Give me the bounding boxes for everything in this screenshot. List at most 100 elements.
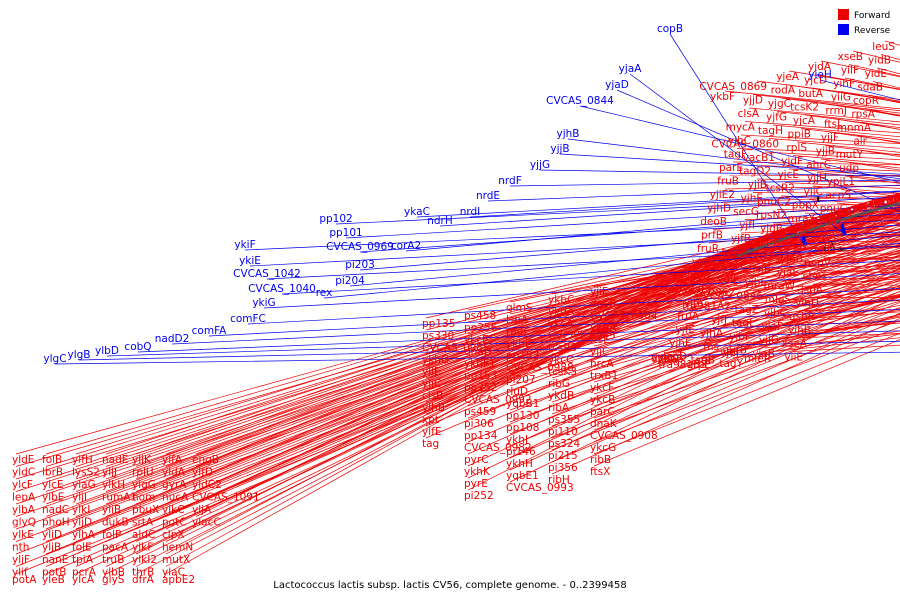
forward-gene-arrow [828, 212, 833, 220]
forward-gene-label: rrmJ [825, 105, 847, 117]
forward-gene-label: tagL [732, 318, 755, 330]
reverse-label-line [244, 219, 900, 251]
forward-gene-label: ykcB [590, 394, 615, 406]
forward-gene-label: tagY [719, 358, 743, 370]
forward-gene-arrow [847, 206, 852, 215]
forward-gene-arrow [802, 220, 808, 229]
forward-gene-label: ykdA [548, 306, 575, 318]
forward-gene-label: ps458 [464, 310, 496, 322]
forward-gene-label: dacB [590, 298, 616, 310]
forward-gene-label: ygiF [717, 274, 739, 286]
forward-gene-arrow [798, 222, 803, 230]
forward-gene-label: yjeA [776, 71, 800, 83]
forward-gene-label: trxB1 [590, 370, 618, 382]
forward-label-line [165, 220, 806, 530]
forward-gene-label: sdaB [857, 82, 883, 94]
forward-label-line [195, 233, 768, 505]
forward-label-line [593, 280, 900, 359]
forward-gene-label: ykbE [657, 353, 683, 365]
reverse-label-line [106, 330, 900, 357]
forward-gene-label: yjcD [804, 75, 827, 87]
forward-gene-label: yidB [868, 55, 891, 67]
forward-gene-label: yldA [162, 467, 186, 479]
forward-gene-label: lspA [506, 314, 529, 326]
forward-gene-label: pp256 [464, 322, 498, 334]
forward-gene-arrow [788, 225, 793, 233]
forward-gene-label: dnaK [590, 418, 618, 430]
forward-gene-label: yihD [795, 298, 819, 310]
forward-gene-label: yjiE2 [710, 189, 735, 201]
forward-gene-label: ykbD [684, 270, 711, 282]
forward-gene-label: dnaD [464, 346, 492, 358]
forward-label-line [45, 206, 900, 505]
forward-gene-label: yiiG [831, 92, 851, 104]
forward-gene-label: pyrC [464, 454, 489, 466]
forward-gene-label: pi207 [506, 374, 536, 386]
forward-label-line [45, 208, 900, 542]
forward-gene-label: yjbB [780, 254, 803, 266]
forward-gene-label: yllE [422, 366, 441, 378]
forward-label-line [551, 279, 900, 391]
forward-gene-label: yldC2 [192, 479, 222, 491]
forward-gene-label: potC [162, 517, 187, 529]
forward-gene-label: CVCAS_0846 [695, 291, 763, 303]
forward-gene-label: rplS [786, 142, 807, 154]
forward-label-line [593, 260, 900, 323]
forward-gene-label: gyrA [162, 479, 187, 491]
forward-gene-label: pi306 [464, 418, 494, 430]
reverse-label-line [629, 73, 844, 234]
reverse-gene-label: pp101 [329, 227, 362, 239]
forward-gene-label: yjjH [807, 173, 827, 185]
reverse-gene-label: pp102 [319, 213, 352, 225]
forward-gene-arrow [864, 202, 868, 210]
forward-gene-arrow [793, 224, 798, 232]
forward-label-line [736, 148, 900, 155]
forward-gene-label: grpE [687, 359, 711, 371]
forward-gene-label: fruB [717, 176, 739, 188]
forward-gene-label: yljA [192, 504, 212, 516]
forward-gene-arrow [770, 232, 775, 240]
reverse-label-line [263, 273, 900, 309]
forward-gene-label: chos [803, 271, 827, 283]
forward-gene-arrow [807, 219, 812, 227]
forward-gene-arrow [765, 233, 771, 242]
forward-gene-label: pnuC [820, 203, 847, 215]
forward-label-line [467, 261, 900, 455]
reverse-gene-label: comFA [192, 325, 228, 337]
forward-gene-label: ygiC [816, 230, 839, 242]
forward-label-line [75, 200, 900, 517]
forward-label-line [509, 277, 900, 435]
forward-gene-label: yjaB [752, 348, 775, 360]
forward-gene-label: xpt [422, 414, 439, 426]
forward-gene-label: yjbE [745, 277, 767, 289]
forward-label-line [45, 209, 900, 555]
forward-gene-label: mutY [836, 149, 864, 161]
forward-gene-label: parE [719, 162, 743, 174]
forward-gene-label: pyrE [464, 478, 488, 490]
forward-gene-label: lysS2 [72, 467, 100, 479]
forward-gene-label: mleR [744, 353, 771, 365]
forward-label-line [696, 315, 900, 360]
forward-gene-arrow [786, 226, 791, 234]
forward-gene-arrow [871, 200, 875, 208]
reverse-gene-label: yieH [808, 69, 832, 81]
forward-gene-label: pp153 [464, 370, 497, 382]
reverse-gene-label: rex [316, 287, 333, 299]
reverse-gene-arrow [801, 235, 808, 246]
forward-gene-label: ykaF [682, 284, 707, 296]
forward-gene-label: rluD [506, 386, 528, 398]
forward-gene-label: CVCAS_0904 [590, 310, 658, 322]
reverse-label-line [559, 153, 900, 175]
forward-gene-label: yjjC [590, 346, 609, 358]
forward-gene-arrow [774, 230, 779, 238]
forward-gene-label: ylbA [12, 504, 36, 516]
forward-gene-label: folE [72, 542, 92, 554]
forward-gene-label: yldC [12, 467, 35, 479]
forward-gene-label: yidE [865, 68, 887, 80]
forward-label-line [195, 235, 763, 517]
forward-gene-label: dukB [102, 517, 129, 529]
forward-gene-label: yjjD [743, 95, 763, 107]
forward-gene-label: mraY [788, 213, 816, 225]
reverse-gene-label: ykaC [404, 206, 430, 218]
forward-label-line [165, 218, 811, 517]
